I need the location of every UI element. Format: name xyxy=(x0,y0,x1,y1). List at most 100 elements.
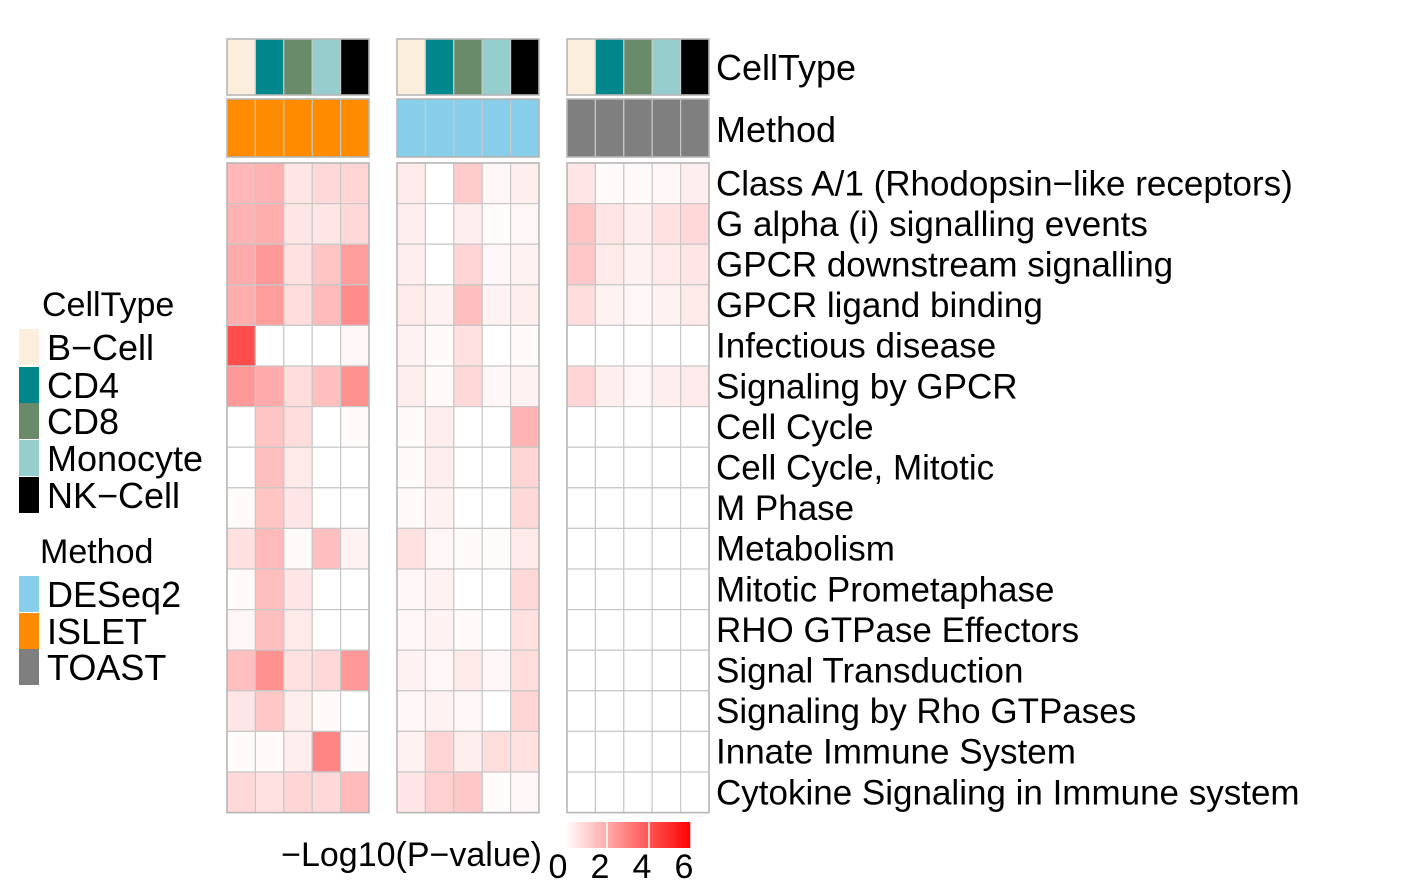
row-labels: Class A/1 (Rhodopsin−like receptors)G al… xyxy=(716,164,1300,812)
heatmap-cell xyxy=(623,324,653,367)
heatmap-cell xyxy=(566,162,596,205)
heatmap-cell xyxy=(424,162,455,205)
heatmap-cell xyxy=(651,203,682,245)
row-label: Cytokine Signaling in Immune system xyxy=(716,773,1300,812)
heatmap-cell xyxy=(566,406,596,448)
legend-title-celltype: CellType xyxy=(42,286,174,324)
method-annot-deseq2-3 xyxy=(453,98,483,158)
heatmap-cell xyxy=(226,284,256,326)
heatmap-cell xyxy=(481,446,512,489)
row-label: Cell Cycle, Mitotic xyxy=(716,449,994,488)
heatmap-cell xyxy=(510,649,540,692)
heatmap-cell xyxy=(396,324,426,367)
heatmap-cell xyxy=(594,690,625,732)
heatmap-cell xyxy=(510,690,540,732)
heatmap-cell xyxy=(481,568,512,611)
heatmap-cell xyxy=(623,365,653,408)
heatmap-cell xyxy=(510,608,540,651)
heatmap-cell xyxy=(510,284,540,326)
method-annot-islet-1 xyxy=(226,98,256,158)
heatmap-cell xyxy=(623,608,653,651)
heatmap-cell xyxy=(311,446,342,489)
heatmap-cell xyxy=(651,365,682,408)
heatmap-cell xyxy=(651,771,682,814)
heatmap-cell xyxy=(311,608,342,651)
heatmap-cell xyxy=(566,487,596,529)
heatmap-cell xyxy=(481,487,512,529)
method-annot-toast-2 xyxy=(594,98,625,158)
heatmap-cell xyxy=(424,365,455,408)
celltype-annot-toast-b-cell xyxy=(566,38,596,96)
row-label: Mitotic Prometaphase xyxy=(716,570,1054,609)
heatmap-cell xyxy=(424,568,455,611)
heatmap-cell xyxy=(340,243,370,286)
heatmap-cell xyxy=(283,771,313,814)
heatmap-cell xyxy=(594,649,625,692)
celltype-annot-toast-nk-cell xyxy=(679,38,710,96)
heatmap-cell xyxy=(510,365,540,408)
heatmap-cell xyxy=(424,527,455,570)
heatmap-cell xyxy=(226,162,256,205)
heatmap-cell xyxy=(510,730,540,773)
heatmap-cell xyxy=(254,608,285,651)
colorbar-tick-label: 4 xyxy=(633,848,652,886)
heatmap-cell xyxy=(651,730,682,773)
heatmap-cell xyxy=(651,243,682,286)
method-annot-islet-5 xyxy=(340,98,370,158)
heatmap-cell xyxy=(340,406,370,448)
legend-label-b-cell: B−Cell xyxy=(47,327,154,368)
heatmap-cell xyxy=(594,324,625,367)
heatmap-cell xyxy=(226,406,256,448)
heatmap-cell xyxy=(396,243,426,286)
heatmap-cell xyxy=(453,690,483,732)
track-label-celltype: CellType xyxy=(716,47,856,88)
celltype-annot-deseq2-nk-cell xyxy=(510,38,540,96)
heatmap-cell xyxy=(453,608,483,651)
heatmap-cell xyxy=(510,446,540,489)
heatmap-cell xyxy=(396,527,426,570)
heatmap-cell xyxy=(481,649,512,692)
heatmap-cell xyxy=(594,406,625,448)
heatmap-cell xyxy=(623,771,653,814)
heatmap-cell xyxy=(226,243,256,286)
heatmap-cell xyxy=(623,203,653,245)
heatmap-cell xyxy=(283,324,313,367)
heatmap-cell xyxy=(424,649,455,692)
celltype-track-frame xyxy=(566,38,710,96)
method-annot-toast-5 xyxy=(679,98,710,158)
heatmap-cell xyxy=(311,203,342,245)
heatmap-cell xyxy=(396,203,426,245)
heatmap-cell xyxy=(510,568,540,611)
row-label: Metabolism xyxy=(716,530,895,569)
heatmap-cell xyxy=(254,203,285,245)
heatmap-cell xyxy=(453,568,483,611)
heatmap-cell xyxy=(566,284,596,326)
celltype-annot-toast-cd8 xyxy=(623,38,653,96)
method-annot-toast-4 xyxy=(651,98,682,158)
celltype-annot-islet-cd4 xyxy=(254,38,285,96)
heatmap-cell xyxy=(254,446,285,489)
celltype-annot-islet-nk-cell xyxy=(340,38,370,96)
method-track-frame xyxy=(226,98,370,158)
legend-label-monocyte: Monocyte xyxy=(47,438,203,479)
heatmap-cell xyxy=(594,527,625,570)
heatmap-cell xyxy=(340,324,370,367)
row-label: Class A/1 (Rhodopsin−like receptors) xyxy=(716,164,1293,203)
heatmap-cell xyxy=(651,446,682,489)
heatmap-cell xyxy=(311,284,342,326)
heatmap-cell xyxy=(651,608,682,651)
heatmap-cell xyxy=(283,568,313,611)
heatmap-cell xyxy=(254,527,285,570)
legend-swatch-b-cell xyxy=(19,329,39,365)
heatmap-cell xyxy=(679,690,710,732)
heatmap-cell xyxy=(283,690,313,732)
row-label: Signal Transduction xyxy=(716,652,1023,691)
colorbar-title: −Log10(P−value) xyxy=(281,836,542,874)
heatmap-cell xyxy=(453,527,483,570)
heatmap-cell xyxy=(424,284,455,326)
celltype-annot-deseq2-cd4 xyxy=(424,38,455,96)
heatmap-cell xyxy=(254,690,285,732)
heatmap-cell xyxy=(311,406,342,448)
heatmap-cell xyxy=(226,771,256,814)
heatmap-cell xyxy=(510,771,540,814)
